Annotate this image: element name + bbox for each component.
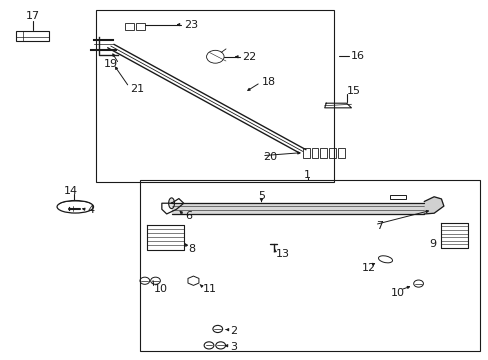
Text: 6: 6 <box>185 211 192 221</box>
Text: 10: 10 <box>153 284 167 294</box>
Text: 10: 10 <box>389 288 404 297</box>
Polygon shape <box>424 197 443 214</box>
Text: 9: 9 <box>428 239 436 249</box>
Text: 7: 7 <box>375 221 382 231</box>
Text: 12: 12 <box>362 262 376 273</box>
Polygon shape <box>171 203 424 214</box>
Text: 4: 4 <box>88 205 95 215</box>
Bar <box>389 195 405 199</box>
Text: 23: 23 <box>183 19 198 30</box>
Bar <box>320 148 326 158</box>
Text: 14: 14 <box>63 186 78 197</box>
Bar <box>140 180 479 351</box>
Bar <box>136 23 144 30</box>
Text: 2: 2 <box>229 326 237 336</box>
Text: 5: 5 <box>258 191 264 201</box>
Text: 15: 15 <box>346 86 360 96</box>
Bar <box>337 148 344 158</box>
Bar <box>302 148 309 158</box>
Text: 18: 18 <box>261 77 275 87</box>
Text: 3: 3 <box>229 342 236 352</box>
Bar <box>311 148 318 158</box>
Ellipse shape <box>168 198 174 208</box>
Bar <box>96 10 334 182</box>
Text: 20: 20 <box>263 153 277 162</box>
Text: 1: 1 <box>304 170 310 180</box>
Text: 16: 16 <box>350 51 364 61</box>
Text: 17: 17 <box>26 11 40 21</box>
Text: 8: 8 <box>188 244 195 253</box>
Bar <box>125 23 134 30</box>
Bar <box>328 148 335 158</box>
Text: 13: 13 <box>276 249 289 259</box>
Text: 21: 21 <box>130 84 144 94</box>
Text: 11: 11 <box>203 284 217 294</box>
Text: 22: 22 <box>242 52 256 62</box>
Text: 19: 19 <box>104 59 118 69</box>
